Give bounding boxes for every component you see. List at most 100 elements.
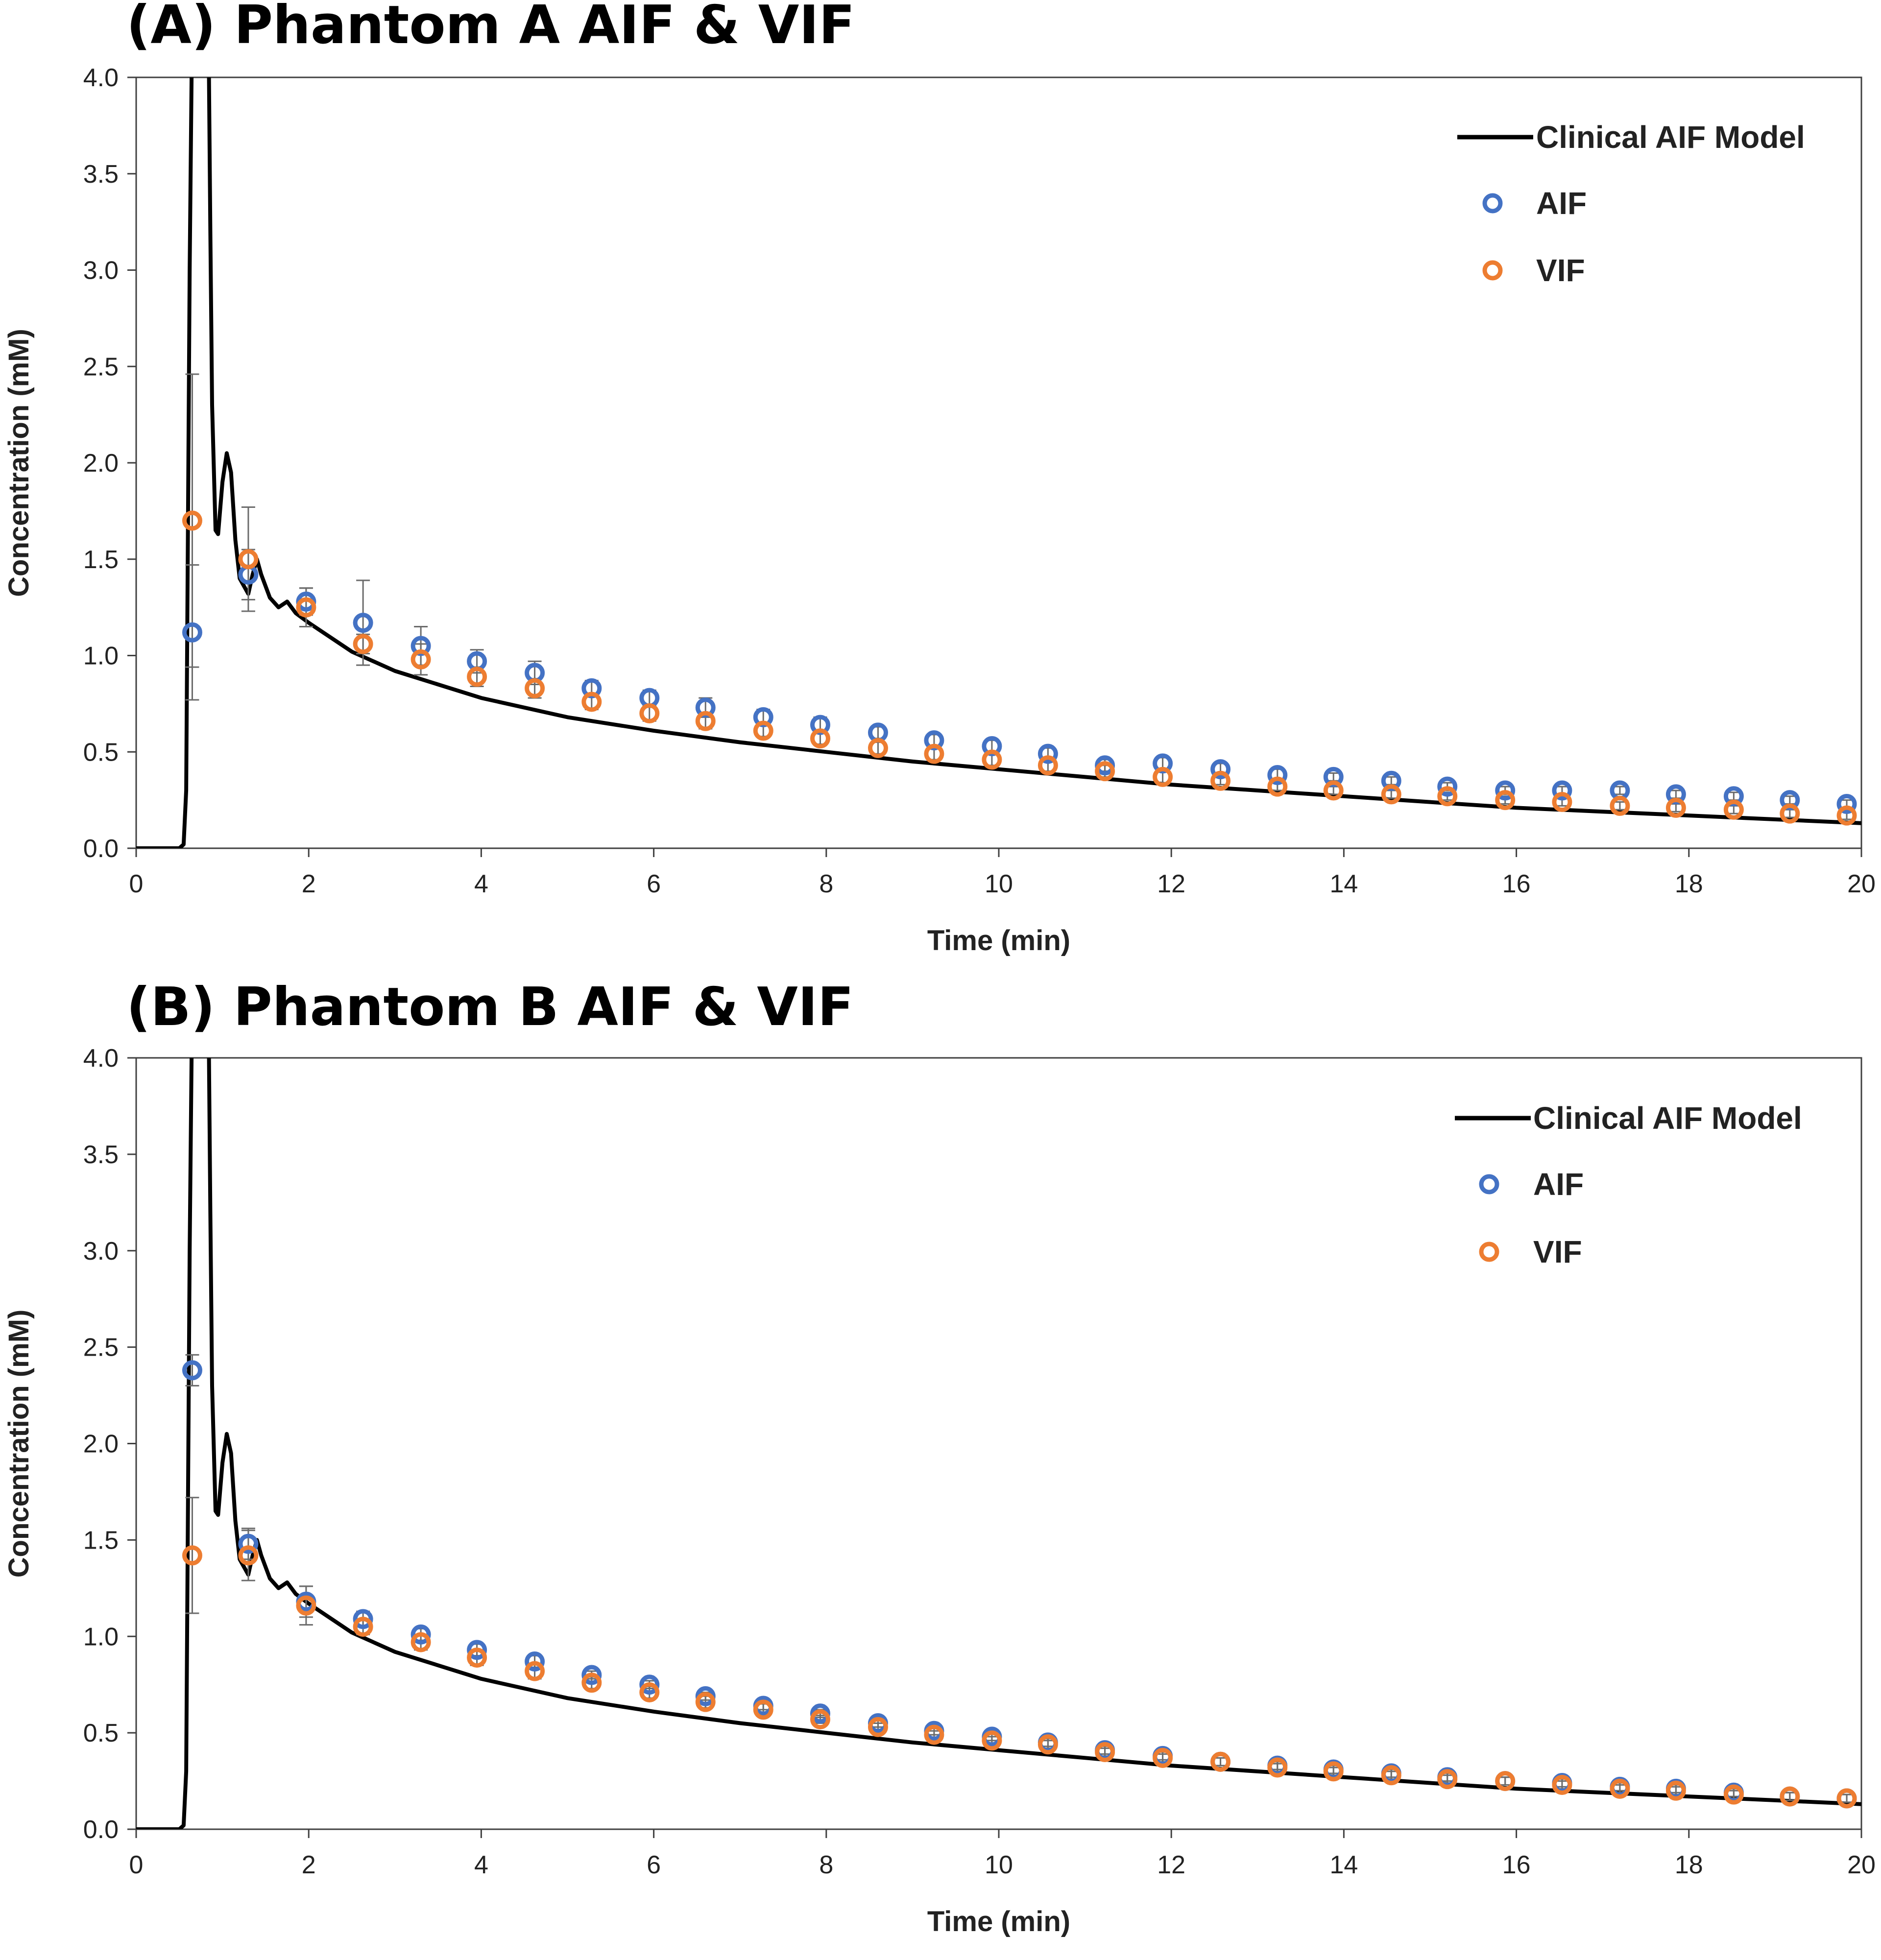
y-tick-label: 2.5 (83, 353, 119, 381)
y-tick-label: 2.5 (83, 1334, 119, 1362)
vif-point (467, 667, 487, 687)
x-tick-label: 20 (1847, 1851, 1876, 1879)
legend-vif-label: VIF (1536, 253, 1585, 288)
vif-point (1495, 790, 1516, 811)
y-tick-label: 0.0 (83, 835, 119, 863)
legend-aif-label: AIF (1536, 186, 1587, 221)
aif-point (1267, 765, 1288, 785)
x-tick-label: 0 (129, 1851, 144, 1879)
vif-point (1095, 761, 1115, 782)
vif-point (753, 720, 773, 741)
y-tick-label: 0.5 (83, 1719, 119, 1747)
vif-point (238, 1545, 259, 1566)
vif-point (868, 738, 888, 758)
aif-error-bar (1384, 776, 1399, 786)
panel-a-title: (A) Phantom A AIF & VIF (126, 0, 855, 56)
x-tick-label: 16 (1502, 1851, 1531, 1879)
legend-model-label: Clinical AIF Model (1533, 1100, 1802, 1136)
aif-error-bar (1326, 772, 1341, 782)
vif-point (525, 678, 545, 698)
vif-error-bar (241, 506, 255, 612)
vif-point (695, 711, 716, 731)
x-tick-label: 20 (1847, 870, 1876, 898)
aif-point (238, 1533, 259, 1554)
vif-point (924, 1724, 944, 1745)
x-tick-label: 0 (129, 870, 144, 898)
y-tick-label: 1.0 (83, 642, 119, 670)
vif-point (924, 743, 944, 764)
vif-point (1723, 1784, 1744, 1805)
aif-error-bar (1613, 786, 1627, 795)
y-tick-label: 0.0 (83, 1816, 119, 1844)
legend-aif-marker (1482, 193, 1503, 214)
x-tick-label: 6 (647, 870, 661, 898)
vif-point (695, 1692, 716, 1712)
vif-error-bar (1727, 805, 1741, 814)
vif-point (1495, 1771, 1516, 1792)
aif-point (410, 1624, 431, 1645)
vif-error-bar (1384, 789, 1399, 799)
panel-b-plot-frame (135, 1057, 1862, 1830)
vif-point (1437, 1769, 1458, 1790)
vif-point (868, 1717, 888, 1737)
panel-b-x-axis-label: Time (min) (927, 1906, 1070, 1937)
aif-point (182, 1360, 202, 1381)
vif-point (353, 1617, 373, 1637)
panel-a: (A) Phantom A AIF & VIF Clinical AIF Mod… (3, 0, 1876, 956)
y-tick-label: 2.0 (83, 449, 119, 478)
vif-point (1153, 766, 1173, 787)
vif-point (467, 1648, 487, 1668)
vif-error-bar (185, 373, 199, 668)
y-tick-label: 3.0 (83, 1237, 119, 1266)
vif-point (182, 510, 202, 531)
aif-point (353, 1609, 373, 1629)
x-tick-label: 12 (1157, 1851, 1185, 1879)
panel-b: (B) Phantom B AIF & VIF Clinical AIF Mod… (3, 977, 1876, 1937)
vif-point (1780, 1786, 1800, 1807)
vif-point (1665, 1780, 1686, 1801)
vif-point (639, 1682, 660, 1702)
vif-point (296, 597, 316, 618)
vif-point (581, 692, 602, 712)
vif-error-bar (1783, 809, 1797, 818)
vif-point (410, 1632, 431, 1652)
y-tick-label: 2.0 (83, 1430, 119, 1458)
vif-error-bar (1613, 801, 1627, 811)
vif-point (1210, 1751, 1231, 1772)
vif-point (810, 728, 830, 749)
vif-point (753, 1699, 773, 1720)
aif-point (467, 1640, 487, 1660)
vif-point (1836, 805, 1857, 826)
vif-point (1381, 784, 1401, 805)
aif-point (353, 613, 373, 633)
vif-error-bar (1498, 1776, 1512, 1786)
aif-point (581, 1665, 602, 1685)
vif-point (982, 1730, 1002, 1751)
vif-point (1037, 755, 1058, 776)
x-tick-label: 18 (1675, 870, 1703, 898)
panel-a-plot-frame (135, 76, 1862, 849)
legend-vif-label: VIF (1533, 1234, 1582, 1269)
aif-point (1552, 780, 1572, 801)
y-tick-label: 1.5 (83, 1526, 119, 1554)
y-tick-label: 3.0 (83, 257, 119, 285)
legend-vif-marker (1479, 1242, 1499, 1262)
x-tick-label: 16 (1502, 870, 1531, 898)
vif-error-bar (1326, 786, 1341, 795)
vif-point (639, 703, 660, 724)
panel-b-legend: Clinical AIF Model AIF VIF (1455, 1100, 1802, 1269)
panel-a-y-axis-label: Concentration (mM) (3, 329, 35, 597)
vif-point (1210, 770, 1231, 791)
x-tick-label: 4 (474, 870, 488, 898)
vif-point (1267, 776, 1288, 797)
x-tick-label: 14 (1329, 870, 1358, 898)
vif-point (182, 1545, 202, 1566)
vif-error-bar (1669, 803, 1683, 813)
vif-point (1780, 803, 1800, 824)
vif-error-bar (241, 1530, 255, 1581)
x-tick-label: 18 (1675, 1851, 1703, 1879)
vif-point (1665, 797, 1686, 818)
aif-error-bar (1783, 795, 1797, 805)
vif-point (525, 1661, 545, 1681)
y-tick-label: 0.5 (83, 738, 119, 766)
